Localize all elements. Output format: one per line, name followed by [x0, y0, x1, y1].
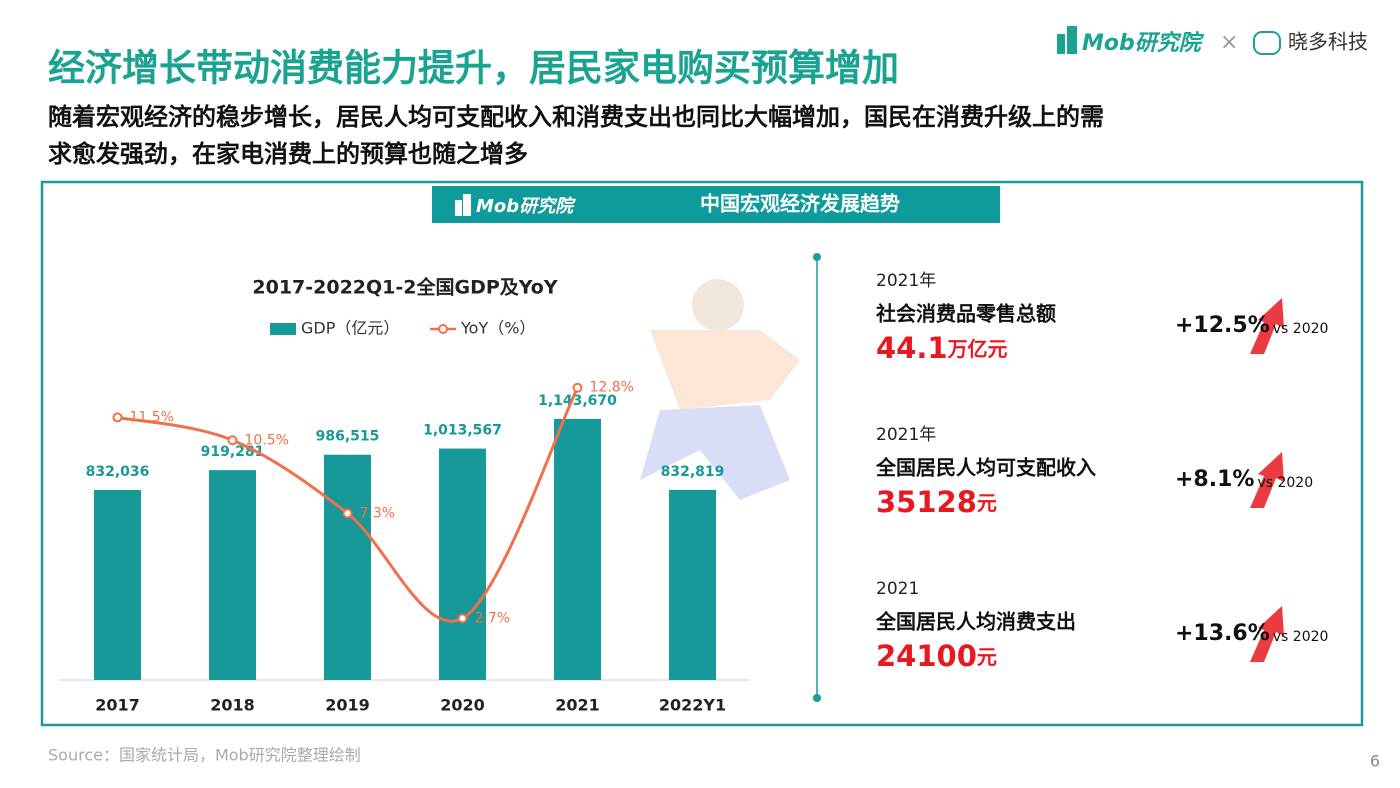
bar-value-label: 1,143,670 [538, 393, 617, 409]
stat-unit: 元 [977, 645, 997, 669]
divider-dot [813, 253, 821, 261]
legend-label: YoY（%） [460, 319, 535, 338]
source-note: Source：国家统计局，Mob研究院整理绘制 [48, 746, 361, 765]
panel-title: 中国宏观经济发展趋势 [700, 192, 900, 216]
panel-header [432, 186, 1000, 223]
logo-icon [1057, 34, 1065, 54]
bar [669, 489, 716, 680]
change-compare: vs 2020 [1273, 321, 1329, 337]
legend-label: GDP（亿元） [301, 319, 399, 338]
stat-change: +13.6% vs 2020 [1175, 621, 1328, 646]
yoy-point [227, 435, 238, 446]
x-tick-label: 2019 [325, 696, 370, 715]
stat-year: 2021年 [876, 271, 936, 291]
bar [554, 418, 601, 680]
x-tick-label: 2018 [210, 696, 255, 715]
bar-value-label: 832,819 [661, 464, 725, 480]
stat-label: 社会消费品零售总额 [875, 302, 1056, 326]
change-compare: vs 2020 [1257, 475, 1313, 491]
divider-dot [813, 694, 821, 702]
stat-number: 44.1 [876, 331, 948, 365]
subtitle-line: 求愈发强劲，在家电消费上的预算也随之增多 [48, 140, 528, 168]
up-arrow-icon [1250, 298, 1284, 354]
legend-marker [438, 324, 448, 334]
yoy-value-label: 2.7% [475, 610, 511, 626]
change-compare: vs 2020 [1273, 629, 1329, 645]
subtitle-line: 随着宏观经济的稳步增长，居民人均可支配收入和消费支出也同比大幅增加，国民在消费升… [48, 103, 1104, 131]
legend-swatch [270, 323, 296, 335]
yoy-value-label: 10.5% [245, 432, 289, 448]
stat-value: 44.1万亿元 [876, 331, 1008, 365]
stat-change: +8.1% vs 2020 [1175, 467, 1313, 492]
bar [324, 454, 371, 680]
stat-year: 2021年 [876, 425, 936, 445]
yoy-point [342, 508, 353, 519]
yoy-point [112, 412, 123, 423]
yoy-value-label: 12.8% [590, 380, 634, 396]
x-tick-label: 2021 [555, 696, 600, 715]
yoy-value-label: 7.3% [360, 505, 396, 521]
bar-value-label: 1,013,567 [423, 423, 502, 439]
stat-value: 35128元 [876, 485, 997, 519]
stat-value: 24100元 [876, 639, 997, 673]
stat-year: 2021 [876, 579, 919, 599]
brand-separator: × [1220, 30, 1238, 55]
page-number: 6 [1370, 752, 1380, 771]
brand: Mob研究院 × 晓多科技 [1057, 26, 1368, 56]
panel-logo: Mob研究院 [476, 196, 576, 217]
bar-value-label: 832,036 [86, 464, 150, 480]
panel-border [40, 180, 1364, 727]
x-tick-label: 2017 [95, 696, 140, 715]
change-value: +8.1% [1175, 467, 1254, 492]
bar [209, 470, 256, 680]
yoy-point [457, 613, 468, 624]
stat-number: 35128 [876, 485, 977, 519]
logo-icon [463, 194, 471, 216]
brand-partner: 晓多科技 [1288, 30, 1368, 54]
stat-unit: 元 [977, 491, 997, 515]
logo-icon [1067, 26, 1077, 54]
brand-logo: Mob研究院 [1082, 30, 1205, 56]
change-value: +13.6% [1175, 621, 1270, 646]
chart-title: 2017-2022Q1-2全国GDP及YoY [252, 276, 557, 299]
figure-body [650, 330, 800, 410]
bar [439, 448, 486, 680]
x-tick-label: 2022Y1 [659, 696, 726, 715]
bar-value-label: 986,515 [316, 429, 380, 445]
slide-title: 经济增长带动消费能力提升，居民家电购买预算增加 [48, 47, 899, 90]
yoy-point [572, 382, 583, 393]
change-value: +12.5% [1175, 313, 1270, 338]
x-tick-label: 2020 [440, 696, 485, 715]
logo-icon [455, 200, 462, 216]
yoy-value-label: 11.5% [130, 409, 174, 425]
up-arrow-icon [1250, 606, 1284, 662]
up-arrow-icon [1250, 452, 1284, 508]
stat-label: 全国居民人均可支配收入 [875, 456, 1096, 480]
stat-change: +12.5% vs 2020 [1175, 313, 1328, 338]
figure-legs [640, 405, 790, 500]
stat-number: 24100 [876, 639, 977, 673]
figure-head [692, 279, 744, 331]
bar [94, 490, 141, 680]
stat-unit: 万亿元 [947, 337, 1008, 361]
yoy-line [117, 387, 579, 623]
stat-label: 全国居民人均消费支出 [875, 610, 1076, 634]
illustration [640, 279, 800, 500]
partner-icon [1253, 31, 1281, 55]
